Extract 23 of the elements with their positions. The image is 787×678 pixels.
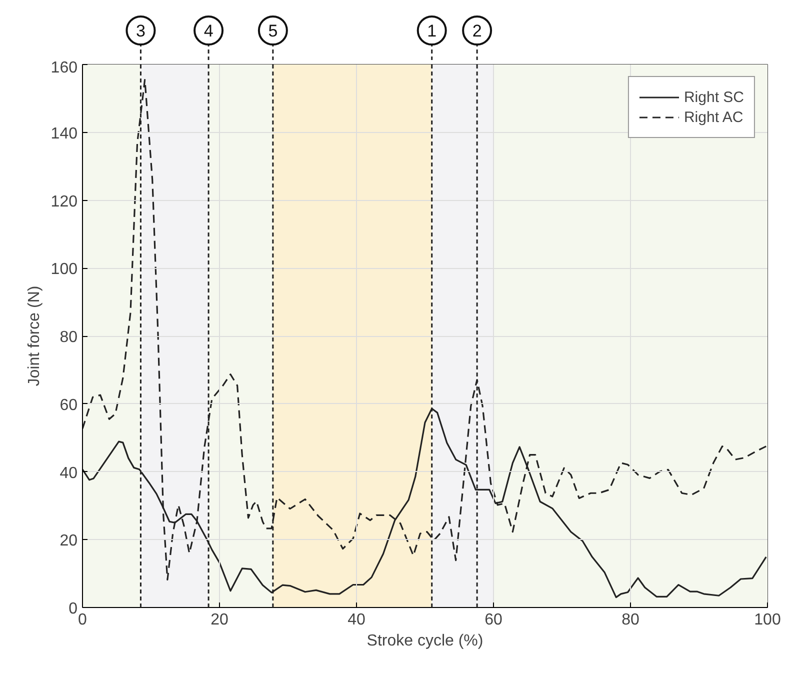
annotation: 1 [427,22,437,40]
y-tick-label: 60 [60,396,78,414]
x-tick-label: 20 [210,612,228,628]
legend-label: Right AC [684,108,744,126]
annotation: 3 [136,22,146,40]
y-tick-label: 120 [50,193,78,210]
x-tick-label: 80 [622,612,640,628]
y-tick-label: 0 [68,600,78,618]
y-axis-title: Joint force (N) [26,286,43,386]
x-tick-label: 100 [754,612,781,628]
y-tick-label: 140 [50,125,78,142]
y-tick-label: 160 [50,60,78,76]
annotation: 4 [204,22,214,40]
annotation: 5 [268,22,278,40]
y-tick-label: 100 [50,261,78,278]
x-tick-label: 60 [484,612,502,628]
x-axis-title: Stroke cycle (%) [366,632,484,650]
y-tick-label: 40 [60,464,78,482]
y-tick-label: 80 [60,329,78,346]
legend-label: Right SC [684,88,744,106]
x-tick-label: 40 [348,612,366,628]
y-tick-label: 20 [60,532,78,550]
annotation: 2 [472,22,482,40]
